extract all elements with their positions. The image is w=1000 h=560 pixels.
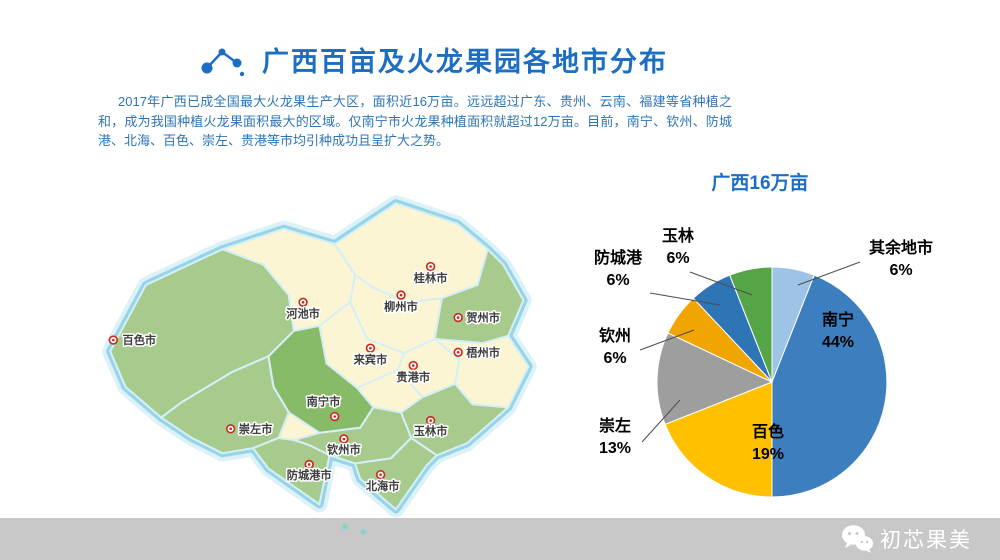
map-label-liuzhou: 柳州市 (384, 299, 418, 313)
page-title: 广西百亩及火龙果园各地市分布 (262, 47, 668, 77)
pie-label-name: 百色 (751, 424, 784, 441)
pie-label-name: 崇左 (598, 418, 631, 435)
map-label-chongzuo: 崇左市 (239, 422, 273, 436)
pie-label-qinzhou: 钦州 6% (585, 326, 645, 369)
pie-label-value: 44% (821, 333, 855, 351)
pie-chart-area (652, 262, 892, 502)
pie-label-name: 其余地市 (868, 240, 933, 257)
map-label-guigang: 贵港市 (396, 370, 430, 384)
map-city-markers (108, 261, 463, 480)
pie-label-baise: 百色 19% (736, 422, 800, 465)
map-label-wuzhou: 梧州市 (466, 345, 500, 359)
map-label-hechi: 河池市 (286, 307, 320, 321)
pie-label-value: 19% (751, 445, 785, 463)
pie-label-chongzuo: 崇左 13% (583, 416, 647, 459)
pie-slice-南宁 (771, 274, 888, 498)
pie-label-fangchenggang: 防城港 6% (582, 248, 654, 291)
intro-paragraph: 2017年广西已成全国最大火龙果生产大区，面积近16万亩。远远超过广东、贵州、云… (98, 94, 732, 148)
wechat-icon (842, 525, 873, 553)
map-label-qinzhou: 钦州市 (327, 442, 361, 456)
footer-band (0, 518, 1000, 560)
map-label-yulin: 玉林市 (414, 424, 448, 438)
map-region-chongzuo (160, 355, 290, 455)
pie-label-value: 6% (606, 271, 630, 289)
pie-label-name: 玉林 (661, 228, 694, 245)
map-region-beihai (354, 436, 438, 511)
map-label-baise: 百色市 (122, 333, 156, 347)
pie-label-name: 钦州 (598, 328, 631, 345)
map-label-nanning: 南宁市 (307, 394, 341, 408)
watermark: 初芯果美 (840, 522, 972, 556)
pie-label-yulin: 玉林 6% (648, 226, 708, 269)
pie-label-other-cities: 其余地市 6% (856, 238, 946, 281)
chart-title: 广西16万亩 (711, 173, 809, 194)
map-label-guilin: 桂林市 (413, 271, 448, 285)
network-dots-icon (201, 48, 245, 77)
pie-label-value: 6% (603, 349, 627, 367)
pie-label-name: 南宁 (821, 312, 854, 329)
map-label-fangchenggang: 防城港市 (287, 468, 332, 482)
pie-label-name: 防城港 (593, 250, 642, 267)
map-label-laibin: 来宾市 (353, 352, 388, 366)
pie-label-value: 6% (889, 261, 913, 279)
pie-label-nanning: 南宁 44% (806, 310, 870, 353)
pie-chart (656, 266, 888, 498)
map-label-hezhou: 贺州市 (465, 311, 500, 325)
watermark-text: 初芯果美 (880, 529, 972, 552)
guangxi-map: 百色市 河池市 桂林市 柳州市 贺州市 来宾市 梧州市 贵港市 南宁市 崇左市 … (102, 195, 537, 536)
pie-label-value: 13% (598, 439, 632, 457)
map-islet (341, 522, 349, 531)
map-label-beihai: 北海市 (366, 479, 400, 493)
pie-label-value: 6% (666, 249, 690, 267)
map-region-fangchenggang (252, 436, 331, 506)
map-islet (359, 528, 367, 536)
